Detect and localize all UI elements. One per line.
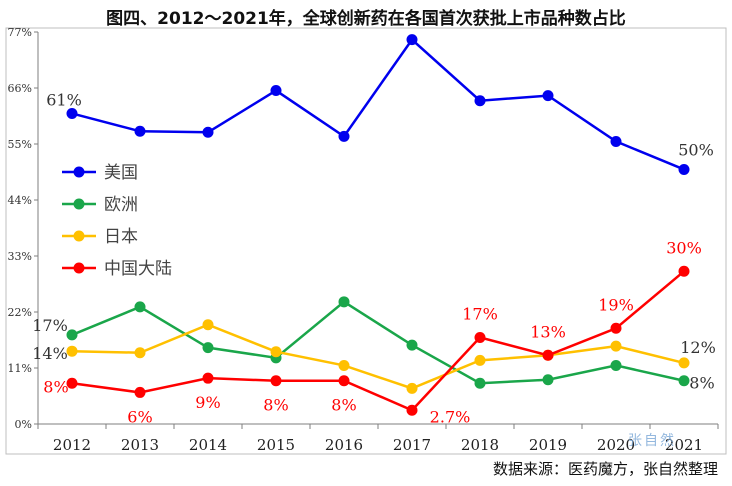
data-point (134, 125, 146, 137)
data-label: 8% (43, 377, 68, 396)
data-label: 14% (32, 344, 68, 363)
watermark: 张自然 (628, 433, 676, 449)
legend-label-3: 中国大陆 (104, 259, 172, 279)
y-tick-label: 11% (8, 362, 32, 375)
data-point (474, 95, 486, 107)
data-point (678, 265, 690, 277)
data-point (338, 359, 350, 371)
legend-marker-1 (73, 198, 85, 210)
data-point (270, 85, 282, 97)
data-point (678, 357, 690, 369)
data-point (610, 340, 622, 352)
data-label: 13% (530, 322, 566, 341)
data-point (338, 375, 350, 387)
legend-label-0: 美国 (104, 163, 138, 183)
legend-label-2: 日本 (104, 227, 138, 247)
data-point (338, 130, 350, 142)
data-label: 61% (46, 90, 82, 109)
y-tick-label: 44% (8, 194, 32, 207)
data-point (66, 377, 78, 389)
data-point (678, 375, 690, 387)
data-label: 12% (680, 338, 716, 357)
series-line-1 (71, 300, 685, 385)
data-label: 8% (331, 396, 356, 415)
x-tick-label: 2020 (597, 436, 635, 454)
data-label: 9% (195, 393, 220, 412)
data-point (542, 90, 554, 102)
y-tick-label: 0% (15, 418, 32, 431)
x-tick-label: 2016 (325, 436, 363, 454)
x-tick-label: 2013 (121, 436, 159, 454)
data-point (406, 34, 418, 46)
data-label: 17% (462, 304, 498, 323)
data-point (678, 163, 690, 175)
data-label: 30% (666, 238, 702, 257)
data-point (406, 404, 418, 416)
data-point (542, 349, 554, 361)
x-tick-label: 2021 (665, 436, 703, 454)
data-point (270, 375, 282, 387)
x-tick-label: 2012 (53, 436, 91, 454)
data-point (474, 377, 486, 389)
data-point (202, 319, 214, 331)
x-tick-label: 2014 (189, 436, 227, 454)
data-labels: 61% 50% 17% 8% 14% 12% 8% 6% 9% 8% 8% 2.7% 17% 13% 19%… (32, 90, 716, 426)
data-point (338, 296, 350, 308)
legend-marker-2 (73, 230, 85, 242)
chart-border (5, 27, 727, 455)
legend-marker-3 (73, 262, 85, 274)
series-line-0 (71, 37, 685, 171)
data-point (66, 329, 78, 341)
data-label: 8% (689, 374, 714, 393)
data-point (610, 359, 622, 371)
series-line-3 (71, 270, 685, 412)
data-point (202, 342, 214, 354)
data-point (134, 347, 146, 359)
data-point (610, 322, 622, 334)
x-tick-label: 2015 (257, 436, 295, 454)
x-tick-label: 2019 (529, 436, 567, 454)
x-tick-label: 2017 (393, 436, 431, 454)
data-label: 17% (32, 316, 68, 335)
y-tick-label: 33% (8, 250, 32, 263)
legend-label-1: 欧洲 (104, 195, 138, 215)
series-line-2 (71, 323, 685, 390)
y-tick-label: 77% (8, 26, 32, 39)
data-label: 50% (678, 140, 714, 159)
data-label: 6% (127, 407, 152, 426)
legend-marker-0 (73, 166, 85, 178)
data-label: 8% (263, 396, 288, 415)
data-point (474, 354, 486, 366)
data-point (134, 386, 146, 398)
y-tick-label: 66% (8, 82, 32, 95)
data-point (542, 374, 554, 386)
chart-title: 图四、2012～2021年，全球创新药在各国首次获批上市品种数占比 (106, 9, 626, 29)
y-tick-label: 22% (8, 306, 32, 319)
data-point (474, 331, 486, 343)
data-point (406, 339, 418, 351)
data-point (134, 301, 146, 313)
data-point (202, 372, 214, 384)
x-tick-label: 2018 (461, 436, 499, 454)
data-point (202, 126, 214, 138)
source-note: 数据来源：医药魔方，张自然整理 (492, 460, 718, 478)
data-point (66, 345, 78, 357)
data-label: 19% (598, 295, 634, 314)
series-lines (66, 34, 690, 416)
data-point (270, 346, 282, 358)
data-point (406, 382, 418, 394)
axes: 0% 11% 22% 33% 44% 55% 66% 77% 2012 2013 2014 2015 2… (5, 26, 727, 455)
data-label: 2.7% (430, 407, 471, 426)
data-point (66, 107, 78, 119)
data-point (610, 135, 622, 147)
y-tick-label: 55% (8, 138, 32, 151)
